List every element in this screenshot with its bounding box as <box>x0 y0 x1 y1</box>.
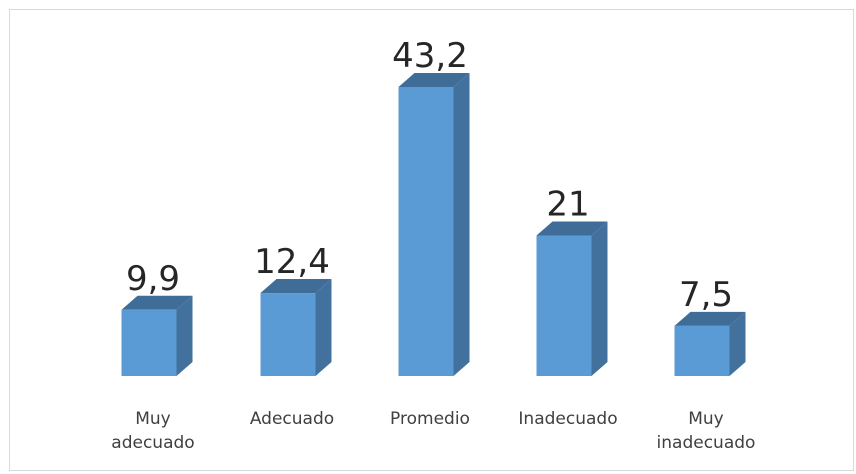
category-label: Muy <box>688 409 724 429</box>
bar-5 <box>675 312 746 376</box>
bar-side-face <box>316 279 332 376</box>
bar-4 <box>537 222 608 376</box>
bar-1 <box>122 296 193 376</box>
data-label: 12,4 <box>254 242 330 282</box>
bar-front-face <box>399 87 454 376</box>
data-label: 7,5 <box>679 275 733 315</box>
bar-front-face <box>261 293 316 376</box>
bar-2 <box>261 279 332 376</box>
data-label: 43,2 <box>392 36 468 76</box>
bar-side-face <box>592 222 608 376</box>
category-label: inadecuado <box>657 433 756 453</box>
category-label: Inadecuado <box>518 409 617 429</box>
bars-layer <box>122 73 746 376</box>
data-label: 21 <box>546 185 589 225</box>
bar-side-face <box>454 73 470 376</box>
bar-front-face <box>537 236 592 376</box>
data-label: 9,9 <box>126 259 180 299</box>
category-label: Promedio <box>390 409 470 429</box>
chart-frame: 9,9 12,4 43,2 21 7,5 Muy adecuado Adecuado Prom… <box>9 9 854 471</box>
bar-3 <box>399 73 470 376</box>
category-label: Adecuado <box>250 409 334 429</box>
category-label: Muy <box>135 409 171 429</box>
bar-chart: 9,9 12,4 43,2 21 7,5 Muy adecuado Adecuado Prom… <box>10 10 855 472</box>
category-label: adecuado <box>111 433 194 453</box>
bar-side-face <box>177 296 193 376</box>
bar-front-face <box>122 310 177 376</box>
bar-front-face <box>675 326 730 376</box>
category-labels-layer: Muy adecuado Adecuado Promedio Inadecuado Muy… <box>111 409 755 453</box>
